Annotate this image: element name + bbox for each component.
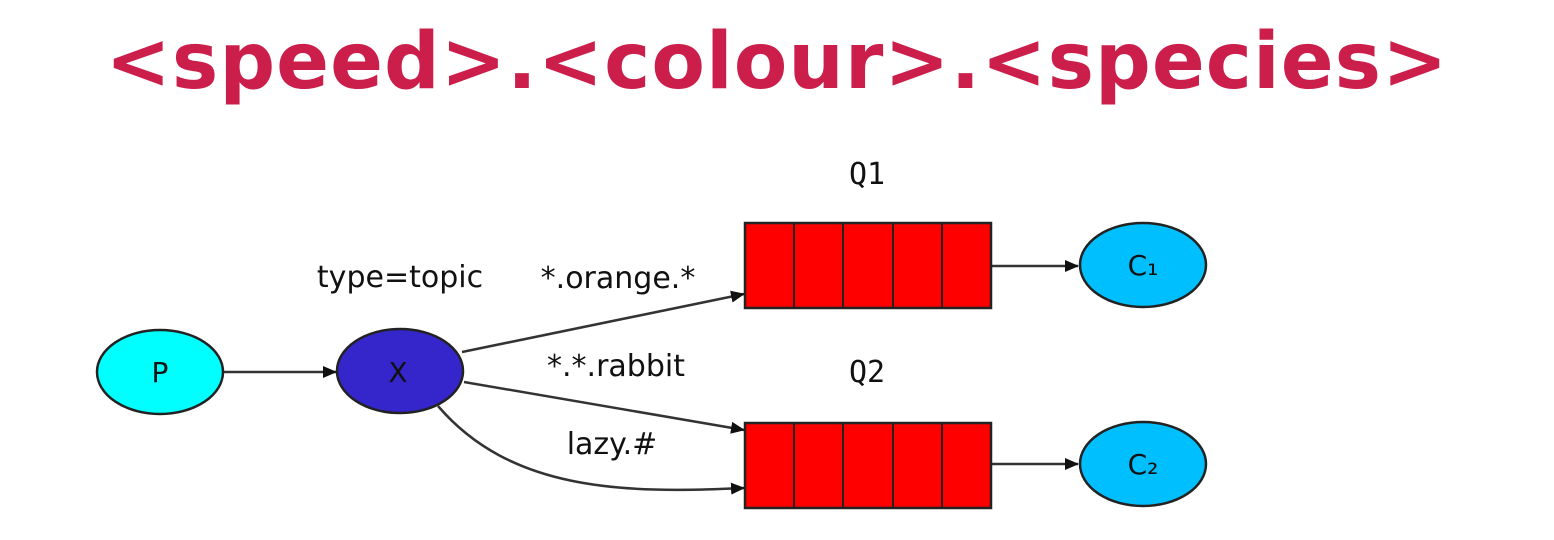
binding-label-rabbit: *.*.rabbit: [547, 349, 685, 384]
queue-q1: [743, 221, 993, 310]
edge-exchange-q2-rabbit: [463, 380, 745, 434]
producer-node: [95, 328, 225, 416]
consumer-c2-node: [1078, 420, 1208, 508]
page-title: <speed>.<colour>.<species>: [105, 17, 1449, 107]
exchange-label: X: [388, 356, 407, 389]
consumer-c2-label: C₂: [1128, 448, 1159, 481]
queue-q2: [743, 421, 993, 510]
edge-exchange-q1: [461, 290, 745, 354]
producer-label: P: [152, 356, 169, 389]
queue-q2-label: Q2: [849, 355, 885, 390]
queue-q1-label: Q1: [849, 157, 885, 192]
exchange-type-label: type=topic: [317, 260, 483, 295]
edge-exchange-q2-lazy: [437, 405, 745, 495]
binding-label-lazy: lazy.#: [567, 427, 658, 462]
exchange-node: [335, 327, 465, 415]
binding-label-orange: *.orange.*: [541, 261, 696, 296]
consumer-c1-node: [1078, 221, 1208, 309]
consumer-c1-label: C₁: [1128, 249, 1159, 282]
